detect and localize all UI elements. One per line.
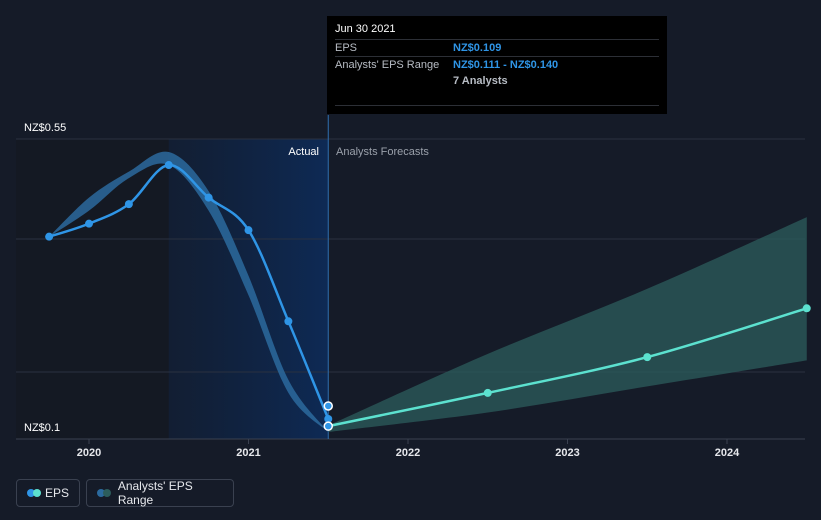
forecast-range-band (328, 217, 807, 432)
eps-point (124, 200, 133, 209)
eps-point (164, 161, 173, 170)
tooltip-range-value: NZ$0.111 - NZ$0.140 (453, 59, 559, 71)
tooltip-row-range: Analysts' EPS Range NZ$0.111 - NZ$0.140 (335, 56, 659, 73)
tooltip-eps-value: NZ$0.109 (453, 42, 502, 54)
tooltip-row-analysts: 7 Analysts (335, 73, 659, 89)
legend-range[interactable]: Analysts' EPS Range (86, 479, 234, 507)
tooltip-analysts-value: 7 Analysts (453, 75, 508, 87)
actual-label: Actual (288, 146, 319, 158)
eps-point (244, 226, 253, 235)
legend-eps[interactable]: EPS (16, 479, 80, 507)
eps-legend-icon (27, 489, 41, 497)
forecast-eps-line (327, 307, 808, 428)
tooltip-date: Jun 30 2021 (335, 23, 396, 35)
eps-point (204, 193, 213, 202)
x-tick-label: 2023 (555, 447, 579, 459)
legend-range-label: Analysts' EPS Range (117, 479, 193, 507)
eps-point (85, 219, 93, 228)
eps-point (284, 317, 293, 326)
y-axis-label-bottom: NZ$0.1 (24, 422, 60, 434)
analyst-range-band (49, 151, 329, 432)
y-axis-label-top: NZ$0.55 (24, 122, 66, 134)
tooltip-divider (335, 105, 659, 106)
current-eps-point (323, 421, 333, 431)
x-tick-label: 2024 (715, 447, 740, 459)
forecast-eps-point (483, 388, 492, 397)
range-legend-icon (97, 489, 112, 497)
x-tick-label: 2021 (236, 447, 260, 459)
x-axis-ticks: 2020 2021 2022 2023 2024 (77, 439, 740, 459)
legend-eps-label: EPS (44, 486, 69, 500)
forecast-eps-point (802, 304, 811, 313)
highlight-point (323, 401, 333, 411)
tooltip: Jun 30 2021 EPS NZ$0.109 Analysts' EPS R… (327, 16, 667, 114)
tooltip-eps-label: EPS (335, 42, 358, 54)
tooltip-range-label: Analysts' EPS Range (335, 59, 440, 71)
eps-point (45, 232, 54, 241)
forecast-eps-point (643, 353, 652, 362)
eps-point (324, 414, 333, 423)
x-tick-label: 2022 (396, 447, 420, 459)
series-layer (45, 151, 811, 432)
x-tick-label: 2020 (77, 447, 101, 459)
forecast-label: Analysts Forecasts (336, 146, 429, 158)
tooltip-row-eps: EPS NZ$0.109 (335, 39, 659, 56)
